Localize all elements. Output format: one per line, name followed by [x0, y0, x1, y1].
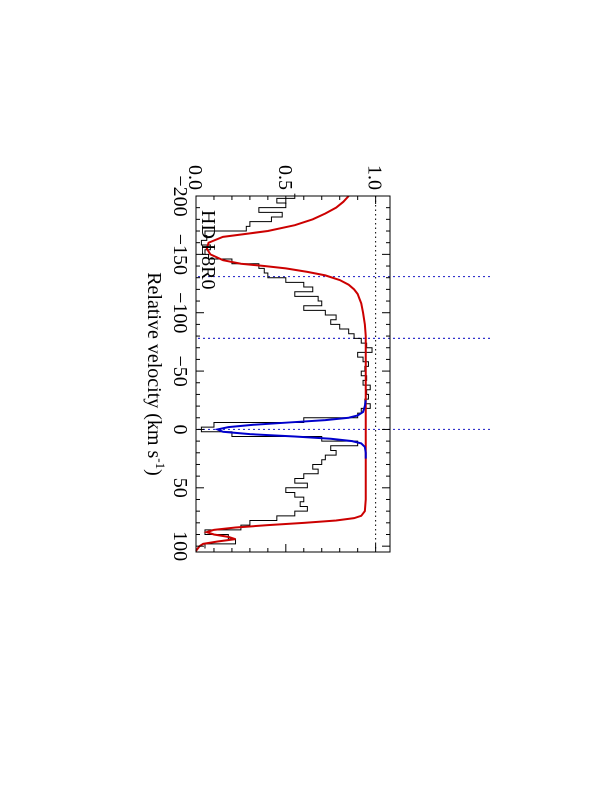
x-tick-label: 0	[169, 424, 191, 434]
y-tick-label: 0.5	[274, 165, 296, 190]
x-axis-label-main: Relative velocity (km s	[143, 272, 165, 458]
x-axis-label-end: )	[143, 469, 165, 476]
x-tick-label: −100	[169, 292, 191, 333]
x-tick-label: 100	[169, 531, 191, 561]
y-tick-label: 0.0	[184, 165, 206, 190]
rotated-plot-group: −200 −150 −100 −50 0 50 100 0.0 0.5 1.0 HD L8R0 R…	[143, 165, 490, 561]
x-tick-label: −200	[169, 175, 191, 216]
tick-labels: −200 −150 −100 −50 0 50 100 0.0 0.5 1.0	[169, 165, 386, 561]
x-axis-label-sup: -1	[153, 458, 168, 469]
reference-lines	[195, 196, 490, 552]
model-fit-line-red	[195, 195, 367, 552]
y-tick-label: 1.0	[364, 165, 386, 190]
series-layer	[195, 193, 373, 552]
ticks	[195, 195, 390, 552]
x-tick-label: 50	[169, 478, 191, 498]
x-tick-label: −50	[169, 355, 191, 386]
annotation-label: HD L8R0	[197, 210, 219, 289]
plot-frame	[195, 195, 391, 553]
spectrum-histogram	[200, 193, 373, 549]
model-component-line-blue	[214, 400, 367, 459]
x-axis-label: Relative velocity (km s-1)	[143, 272, 168, 476]
x-tick-label: −150	[169, 234, 191, 275]
